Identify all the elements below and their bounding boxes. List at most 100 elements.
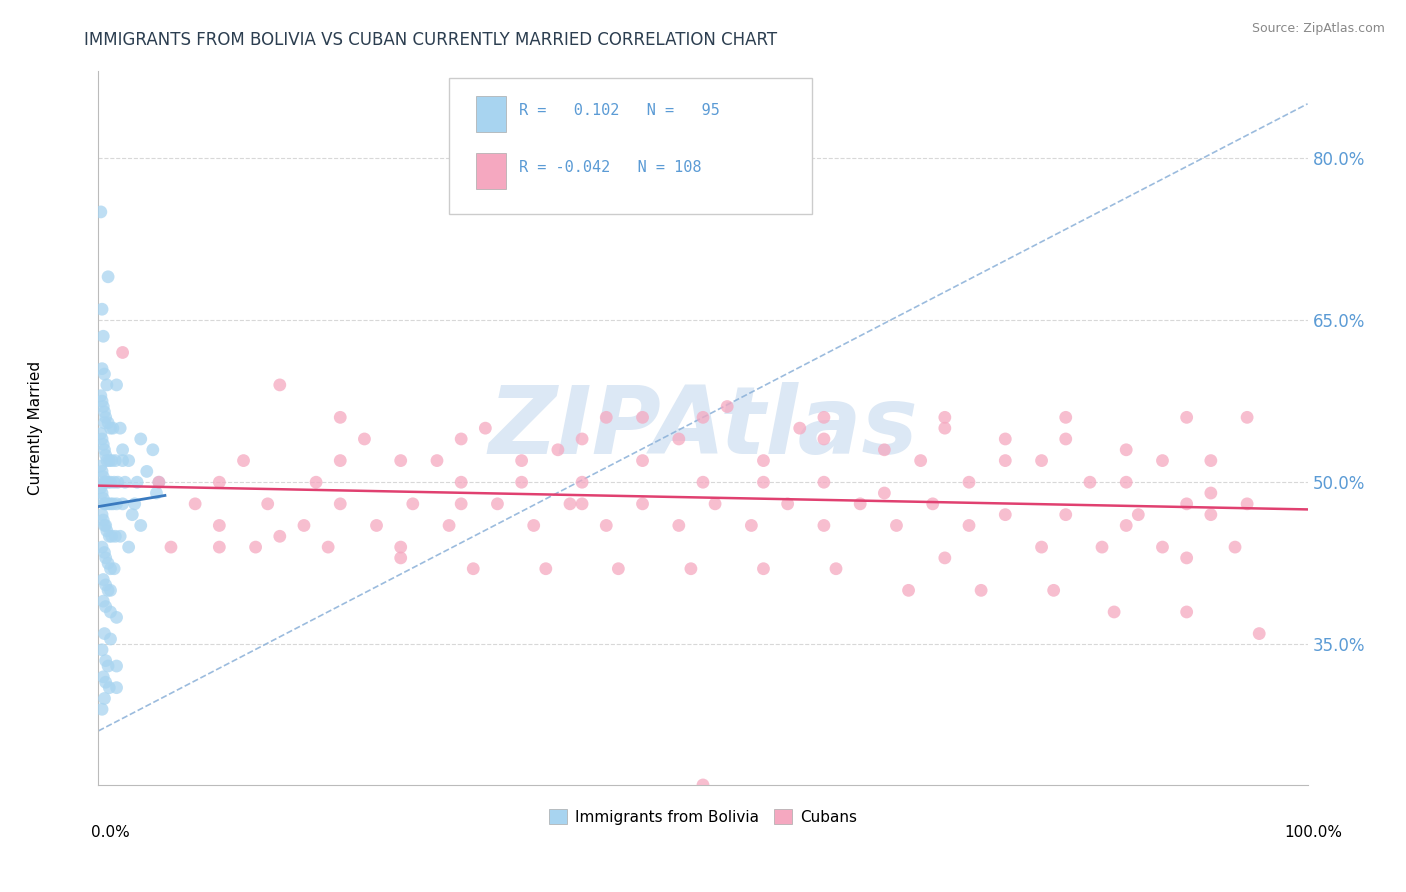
Point <box>94 518 117 533</box>
Point <box>104 529 127 543</box>
Point <box>91 329 114 343</box>
Point <box>91 491 114 506</box>
Point <box>402 497 425 511</box>
Point <box>97 583 120 598</box>
Point <box>1175 410 1198 425</box>
Point <box>571 497 593 511</box>
Point <box>127 475 149 490</box>
Point <box>957 518 980 533</box>
Point <box>1054 410 1077 425</box>
Point <box>118 453 141 467</box>
Point <box>208 540 231 554</box>
Point <box>571 475 593 490</box>
Point <box>1042 583 1064 598</box>
Point <box>547 442 569 457</box>
Text: IMMIGRANTS FROM BOLIVIA VS CUBAN CURRENTLY MARRIED CORRELATION CHART: IMMIGRANTS FROM BOLIVIA VS CUBAN CURRENT… <box>84 31 778 49</box>
Point <box>558 497 581 511</box>
Point <box>450 432 472 446</box>
Point <box>121 508 143 522</box>
Point <box>100 583 122 598</box>
Point <box>1236 410 1258 425</box>
Point <box>91 394 114 409</box>
Text: R = -0.042   N = 108: R = -0.042 N = 108 <box>519 161 702 175</box>
Point <box>474 421 496 435</box>
Point <box>256 497 278 511</box>
Text: R =   0.102   N =   95: R = 0.102 N = 95 <box>519 103 720 118</box>
Point <box>93 442 115 457</box>
Point <box>91 573 114 587</box>
Point <box>97 659 120 673</box>
Point <box>692 778 714 792</box>
Point <box>97 269 120 284</box>
Point <box>160 540 183 554</box>
Point <box>1249 626 1271 640</box>
Legend: Immigrants from Bolivia, Cubans: Immigrants from Bolivia, Cubans <box>543 803 863 830</box>
Point <box>571 432 593 446</box>
Point <box>631 453 654 467</box>
Point <box>90 389 112 403</box>
Point <box>104 453 127 467</box>
Point <box>668 518 690 533</box>
Point <box>534 562 557 576</box>
Point <box>91 642 114 657</box>
Point <box>90 426 112 441</box>
Point <box>934 550 956 565</box>
Point <box>98 453 121 467</box>
Point <box>994 508 1017 522</box>
Point <box>776 497 799 511</box>
Point <box>90 481 112 495</box>
Point <box>910 453 932 467</box>
Point <box>101 421 124 435</box>
Point <box>97 557 120 571</box>
Point <box>1175 605 1198 619</box>
Point <box>100 475 122 490</box>
Point <box>813 518 835 533</box>
Point <box>91 437 114 451</box>
Point <box>135 464 157 478</box>
Point <box>752 562 775 576</box>
Text: Source: ZipAtlas.com: Source: ZipAtlas.com <box>1251 22 1385 36</box>
Point <box>94 448 117 462</box>
Point <box>94 578 117 592</box>
Point <box>1091 540 1114 554</box>
Point <box>98 529 121 543</box>
Point <box>93 497 115 511</box>
Point <box>886 518 908 533</box>
Point <box>93 545 115 559</box>
Point <box>849 497 872 511</box>
Point <box>426 453 449 467</box>
Point <box>510 453 533 467</box>
Point <box>813 410 835 425</box>
Point <box>91 594 114 608</box>
Point <box>94 550 117 565</box>
Point <box>124 497 146 511</box>
Point <box>523 518 546 533</box>
Point <box>118 540 141 554</box>
Point <box>148 475 170 490</box>
Point <box>93 405 115 419</box>
Point <box>1175 497 1198 511</box>
Point <box>668 432 690 446</box>
Point <box>269 529 291 543</box>
Point <box>437 518 460 533</box>
Point <box>94 675 117 690</box>
Point <box>232 453 254 467</box>
Point <box>111 442 134 457</box>
Point <box>91 432 114 446</box>
Point <box>716 400 738 414</box>
Point <box>957 475 980 490</box>
Point <box>97 475 120 490</box>
Point <box>105 610 128 624</box>
Point <box>94 599 117 614</box>
Point <box>389 453 412 467</box>
Point <box>1115 442 1137 457</box>
Point <box>631 410 654 425</box>
Point <box>100 421 122 435</box>
Point <box>813 475 835 490</box>
Point <box>595 410 617 425</box>
FancyBboxPatch shape <box>449 78 811 214</box>
Point <box>1031 540 1053 554</box>
Point <box>100 497 122 511</box>
Point <box>111 345 134 359</box>
Point <box>105 681 128 695</box>
